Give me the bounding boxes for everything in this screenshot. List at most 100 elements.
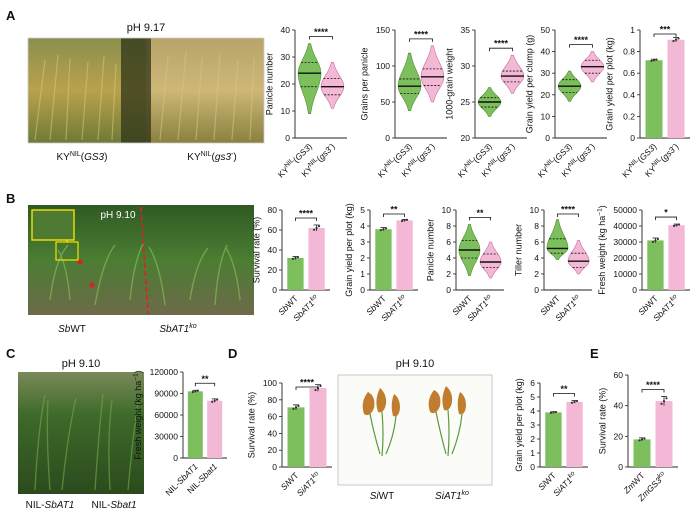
data-point bbox=[400, 219, 404, 223]
photo-a-ph-label: pH 9.17 bbox=[127, 22, 166, 34]
y-tick-label: 6 bbox=[446, 237, 451, 247]
y-tick-label: 1 bbox=[530, 448, 535, 458]
bar bbox=[647, 240, 664, 290]
y-tick-label: 20 bbox=[281, 79, 291, 89]
violin bbox=[397, 52, 422, 111]
y-axis-label: Panicle number bbox=[264, 53, 274, 116]
data-point bbox=[194, 390, 197, 393]
significance-stars: *** bbox=[660, 25, 671, 35]
y-axis-label: Grain yield per clump (g) bbox=[524, 35, 534, 134]
y-tick-label: 120000 bbox=[150, 367, 179, 377]
data-point bbox=[643, 437, 646, 440]
violin bbox=[479, 241, 502, 279]
y-tick-label: 10 bbox=[281, 106, 291, 116]
y-axis-label: Tiller number bbox=[513, 224, 523, 276]
y-tick-label: 30 bbox=[541, 68, 551, 78]
data-point bbox=[672, 224, 676, 227]
bar bbox=[633, 439, 651, 467]
tick-label-x: SiAT1ko bbox=[294, 470, 322, 498]
y-tick-label: 40000 bbox=[613, 221, 637, 231]
violin bbox=[420, 45, 445, 103]
significance-bracket bbox=[553, 393, 575, 397]
y-axis-label: Fresh weight (kg ha−1) bbox=[597, 205, 608, 294]
data-point bbox=[211, 400, 214, 403]
y-tick-label: 40 bbox=[281, 25, 291, 35]
y-tick-label: 40 bbox=[541, 47, 551, 57]
y-tick-label: 60 bbox=[614, 370, 624, 380]
significance-stars: ** bbox=[560, 384, 568, 394]
chart-a5: 0 0.2 0.4 0.6 0.8 1 Grain yield per plot (kg) *… bbox=[605, 25, 690, 180]
y-tick-label: 0.6 bbox=[623, 68, 635, 78]
y-tick-label: 10 bbox=[541, 111, 551, 121]
photo-c-ph-label: pH 9.10 bbox=[62, 358, 101, 370]
y-tick-label: 0 bbox=[630, 133, 635, 143]
y-tick-label: 2 bbox=[530, 434, 535, 444]
y-tick-label: 0.2 bbox=[623, 111, 635, 121]
data-point bbox=[656, 237, 660, 241]
photo-c-right-label: NIL-Sbat1 bbox=[91, 500, 136, 511]
data-point bbox=[216, 398, 219, 401]
data-point bbox=[291, 257, 295, 260]
significance-stars: **** bbox=[414, 29, 429, 39]
panel-letter-a: A bbox=[6, 8, 16, 23]
data-point bbox=[655, 58, 658, 61]
data-point bbox=[570, 401, 574, 404]
data-point bbox=[312, 228, 316, 231]
bar bbox=[187, 391, 203, 458]
bar bbox=[396, 220, 413, 290]
data-point bbox=[294, 256, 297, 260]
y-tick-label: 35 bbox=[461, 25, 471, 35]
significance-stars: **** bbox=[300, 378, 315, 388]
significance-bracket bbox=[641, 389, 665, 393]
bar bbox=[287, 407, 305, 467]
y-tick-label: 8 bbox=[446, 221, 451, 231]
y-tick-label: 20 bbox=[461, 133, 471, 143]
y-tick-label: 0 bbox=[173, 453, 178, 463]
y-tick-label: 2 bbox=[534, 269, 539, 279]
y-axis-label: Survival rate (%) bbox=[597, 388, 607, 455]
photo-d-right-label: SiAT1ko bbox=[435, 490, 469, 502]
data-point bbox=[677, 223, 681, 226]
y-axis-label: 1000-grain weight bbox=[444, 48, 454, 120]
data-point bbox=[575, 399, 579, 403]
y-tick-label: 0 bbox=[285, 133, 290, 143]
chart-b5: 0 10000 20000 30000 40000 50000 Fresh weight (… bbox=[597, 205, 690, 323]
y-tick-label: 100 bbox=[376, 61, 390, 71]
y-tick-label: 0 bbox=[272, 285, 277, 295]
bar bbox=[566, 401, 583, 467]
data-point bbox=[315, 226, 318, 230]
data-point bbox=[379, 229, 383, 232]
y-tick-label: 3 bbox=[360, 237, 365, 247]
bar bbox=[645, 60, 663, 138]
significance-bracket bbox=[655, 216, 677, 221]
chart-c1: 0 30000 60000 90000 120000 Fresh weight (kg h… bbox=[133, 367, 227, 498]
significance-bracket bbox=[569, 44, 593, 48]
data-point bbox=[652, 59, 656, 62]
significance-stars: **** bbox=[646, 380, 661, 390]
data-point bbox=[675, 224, 678, 227]
y-tick-label: 30 bbox=[281, 52, 291, 62]
data-point bbox=[405, 218, 409, 221]
y-tick-label: 0 bbox=[618, 462, 623, 472]
panel-letter-e: E bbox=[590, 346, 599, 361]
bar bbox=[287, 258, 304, 290]
significance-stars: ** bbox=[390, 205, 398, 215]
y-tick-label: 80 bbox=[268, 205, 278, 215]
y-tick-label: 60 bbox=[268, 412, 278, 422]
y-tick-label: 2 bbox=[360, 253, 365, 263]
significance-stars: **** bbox=[314, 27, 329, 37]
data-point bbox=[403, 219, 406, 222]
y-tick-label: 100 bbox=[263, 378, 277, 388]
significance-bracket bbox=[557, 213, 579, 217]
y-tick-label: 30000 bbox=[154, 432, 178, 442]
panel-letter-c: C bbox=[6, 346, 16, 361]
y-tick-label: 4 bbox=[530, 406, 535, 416]
bar bbox=[545, 412, 562, 467]
y-tick-label: 1 bbox=[360, 269, 365, 279]
data-point bbox=[292, 407, 295, 410]
y-tick-label: 4 bbox=[534, 253, 539, 263]
